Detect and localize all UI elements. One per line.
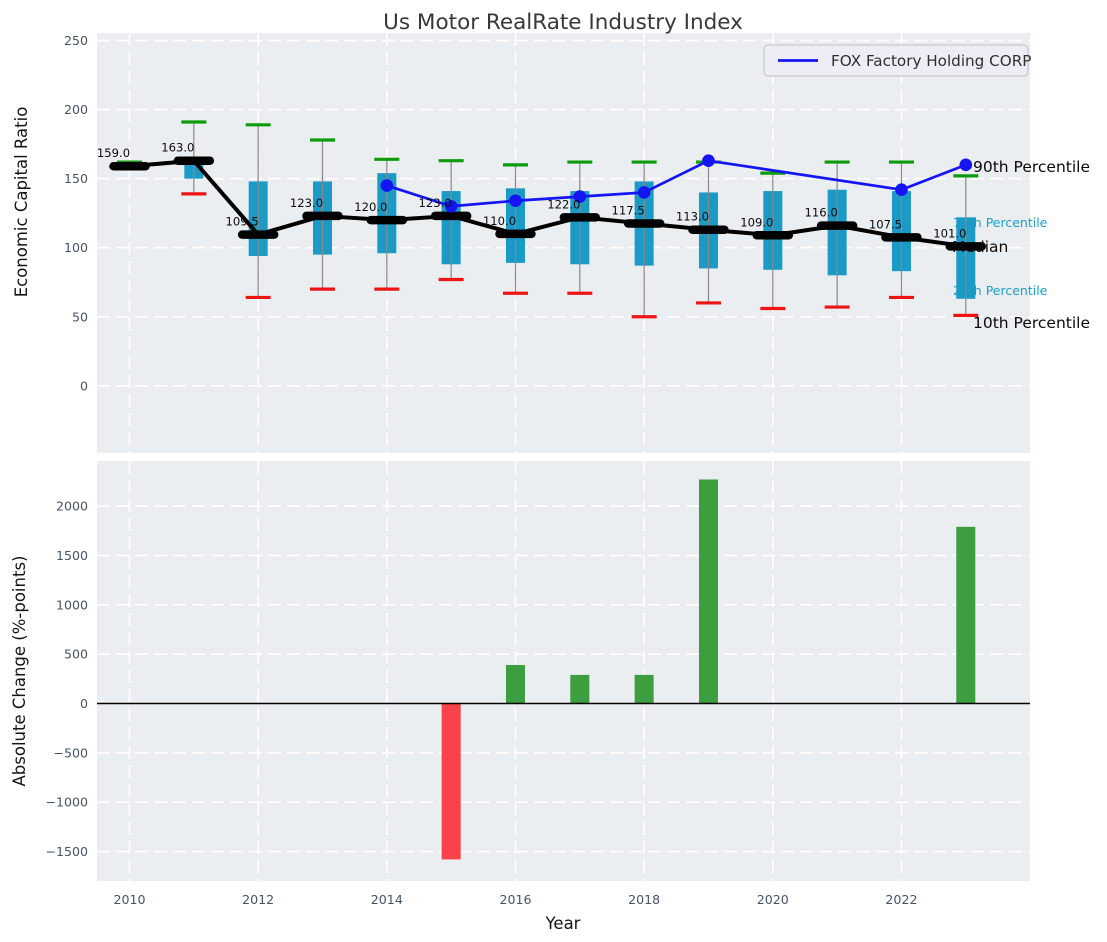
bottom-y-tick--1000: −1000	[45, 795, 88, 810]
bottom-y-tick--500: −500	[53, 745, 88, 760]
median-value-2023: 101.0	[933, 226, 966, 240]
x-tick-2016: 2016	[499, 892, 531, 907]
legend-box	[763, 44, 1029, 77]
top-y-tick-150: 150	[64, 171, 88, 186]
bar-2018	[634, 674, 654, 704]
bottom-y-axis-label: Absolute Change (%-points)	[10, 556, 29, 787]
x-axis-label: Year	[545, 914, 581, 933]
fox-dot-2023	[959, 158, 973, 172]
fox-dot-2022	[895, 183, 908, 196]
top-y-tick-200: 200	[64, 102, 88, 117]
fox-dot-2018	[637, 186, 651, 199]
fox-dot-2016	[509, 194, 522, 208]
annotation-90th-percentile: 90th Percentile	[973, 158, 1090, 176]
median-value-2010: 159.0	[97, 146, 130, 160]
median-value-2013: 123.0	[290, 196, 323, 210]
bar-2017	[570, 674, 590, 704]
median-value-2018: 117.5	[612, 204, 645, 218]
top-y-tick-50: 50	[72, 309, 88, 324]
top-y-tick-250: 250	[64, 33, 88, 48]
x-tick-2020: 2020	[757, 892, 789, 907]
top-y-tick-0: 0	[80, 378, 88, 393]
bottom-y-tick-2000: 2000	[56, 499, 88, 514]
median-value-2020: 109.0	[740, 215, 773, 229]
annotation-25th-percentile: 25th Percentile	[953, 283, 1048, 298]
bottom-y-tick--1500: −1500	[45, 844, 88, 859]
median-value-2016: 110.0	[483, 214, 516, 228]
bottom-chart-marks	[97, 479, 1030, 860]
median-value-2011: 163.0	[161, 141, 194, 155]
median-value-2017: 122.0	[547, 197, 580, 211]
median-value-2021: 116.0	[805, 206, 838, 220]
median-value-2015: 123.0	[419, 196, 452, 210]
bottom-y-tick-0: 0	[80, 696, 88, 711]
top-plot-area	[97, 33, 1030, 453]
top-y-tick-100: 100	[64, 240, 88, 255]
x-tick-2010: 2010	[113, 892, 145, 907]
median-value-2014: 120.0	[354, 200, 387, 214]
top-chart-marks: 159.0 163.0 109.5 123.0 120.0 123.0 110.0 122.0…	[97, 120, 987, 319]
bottom-plot-area	[97, 461, 1030, 881]
bar-2015	[441, 703, 461, 860]
bar-2023	[956, 526, 976, 704]
fox-dot-2019	[702, 154, 715, 167]
x-tick-2012: 2012	[242, 892, 274, 907]
fox-dot-2014	[380, 179, 394, 192]
fox-line	[386, 159, 967, 208]
fox-dot-2015	[444, 199, 458, 213]
tick-labels: 2502001501005002000150010005000−500−1000…	[45, 33, 917, 907]
x-tick-2014: 2014	[371, 892, 403, 907]
top-y-axis-label: Economic Capital Ratio	[12, 107, 31, 298]
median-value-2012: 109.5	[226, 215, 259, 229]
legend-label: FOX Factory Holding CORP	[831, 52, 1031, 70]
annotation-median: Median	[952, 238, 1008, 256]
bar-2016	[505, 665, 525, 704]
bottom-y-tick-1000: 1000	[56, 597, 88, 612]
x-tick-2018: 2018	[628, 892, 660, 907]
bar-2019	[698, 479, 718, 704]
bottom-y-tick-500: 500	[64, 647, 88, 662]
chart-title: Us Motor RealRate Industry Index	[383, 10, 743, 35]
x-tick-2022: 2022	[885, 892, 917, 907]
annotation-75th-percentile: 75th Percentile	[953, 215, 1048, 230]
bottom-y-tick-1500: 1500	[56, 548, 88, 563]
legend: FOX Factory Holding CORP	[763, 44, 1031, 77]
median-value-2022: 107.5	[869, 217, 902, 231]
median-value-2019: 113.0	[676, 210, 709, 224]
annotation-10th-percentile: 10th Percentile	[973, 314, 1090, 332]
fox-dot-2017	[573, 190, 587, 203]
